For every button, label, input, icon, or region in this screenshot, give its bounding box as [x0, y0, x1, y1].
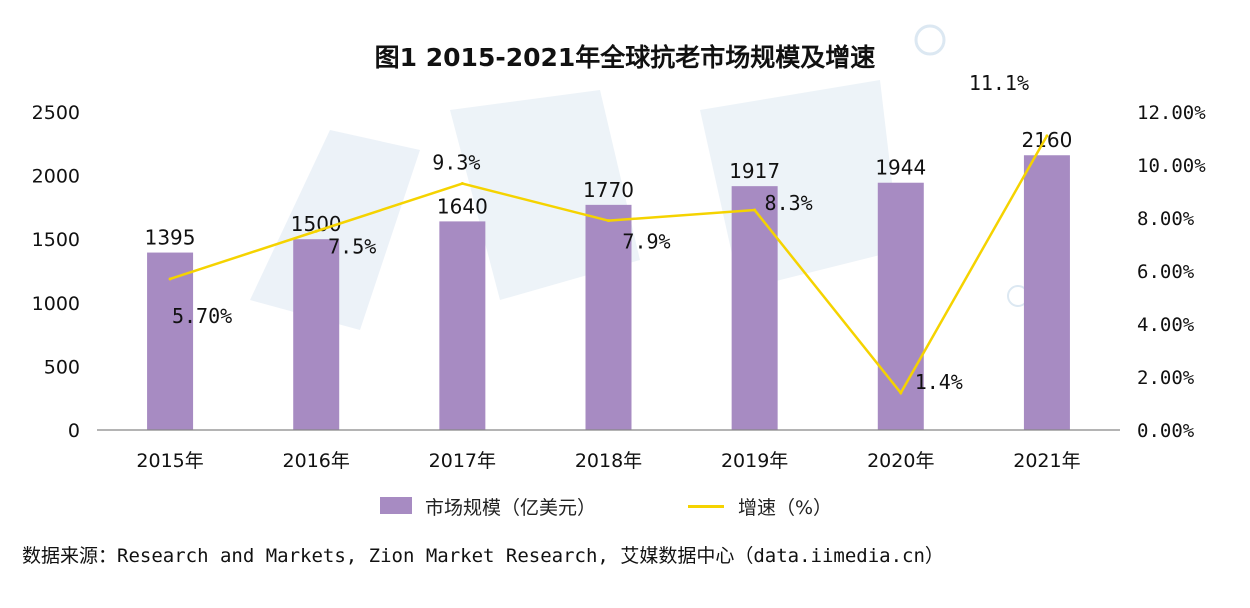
- line-point: [607, 219, 610, 223]
- y-left-tick-label: 0: [68, 420, 80, 442]
- line-point: [753, 208, 757, 212]
- bar-data-label: 1640: [437, 194, 488, 218]
- source-note: 数据来源：Research and Markets, Zion Market R…: [22, 545, 944, 567]
- y-right-tick-label: 12.00%: [1137, 102, 1206, 124]
- x-tick-label: 2016年: [283, 450, 350, 472]
- y-left-tick-label: 2500: [32, 102, 80, 124]
- y-right-tick-label: 8.00%: [1137, 208, 1195, 230]
- bar: [877, 182, 924, 430]
- watermark-registered-mark: [914, 24, 946, 56]
- bar: [1023, 155, 1070, 431]
- bar: [585, 204, 632, 430]
- x-tick-label: 2021年: [1013, 450, 1080, 472]
- watermark-shape: [700, 80, 900, 290]
- line-point: [460, 182, 464, 186]
- y-right-tick-label: 0.00%: [1137, 420, 1195, 442]
- x-tick-label: 2020年: [867, 450, 934, 472]
- bar: [731, 186, 778, 430]
- y-left-tick-label: 1000: [32, 293, 80, 315]
- y-right-tick-label: 2.00%: [1137, 367, 1195, 389]
- bar-data-label: 1944: [875, 156, 926, 180]
- chart-title: 图1 2015-2021年全球抗老市场规模及增速: [374, 43, 876, 72]
- line-point: [314, 229, 318, 233]
- y-left-tick-label: 500: [44, 356, 80, 378]
- line-series: 5.70% 7.5% 9.3% 7.9% 8.3% 1.4% 11.1%: [168, 71, 1049, 396]
- line-data-label: 11.1%: [969, 71, 1029, 95]
- line-data-label: 7.5%: [328, 234, 376, 258]
- legend-line-label: 增速（%）: [738, 497, 833, 519]
- x-tick-label: 2018年: [575, 450, 642, 472]
- x-tick-label: 2017年: [429, 450, 496, 472]
- line-point: [168, 277, 172, 281]
- axes: 2015年 2016年 2017年 2018年 2019年 2020年 2021年 0 500 1…: [32, 102, 1207, 472]
- bar-data-label: 2160: [1021, 128, 1072, 152]
- y-right-tick-label: 6.00%: [1137, 261, 1195, 283]
- y-right-tick-label: 4.00%: [1137, 314, 1195, 336]
- bar-data-label: 1770: [583, 178, 634, 202]
- watermark-shape: [250, 130, 420, 330]
- x-tick-label: 2019年: [721, 450, 788, 472]
- line-data-label: 8.3%: [765, 191, 813, 215]
- line-data-label: 1.4%: [915, 370, 963, 394]
- line-data-label: 7.9%: [622, 230, 670, 254]
- bar-data-label: 1395: [145, 226, 196, 250]
- line-point: [899, 391, 903, 395]
- line-point: [1045, 134, 1049, 138]
- x-tick-label: 2015年: [136, 450, 203, 472]
- legend-line-swatch: [688, 505, 724, 508]
- legend: 市场规模（亿美元） 增速（%）: [0, 493, 1250, 519]
- bar: [147, 252, 194, 430]
- bar: [293, 239, 340, 430]
- legend-bar-swatch: [380, 497, 412, 514]
- line-data-label: 9.3%: [432, 151, 480, 175]
- bar: [439, 221, 486, 430]
- y-left-tick-label: 1500: [32, 229, 80, 251]
- y-right-tick-label: 10.00%: [1137, 155, 1206, 177]
- legend-bar-label: 市场规模（亿美元）: [425, 497, 597, 519]
- line-data-label: 5.70%: [172, 304, 232, 328]
- bar-data-label: 1917: [729, 159, 780, 183]
- y-left-tick-label: 2000: [32, 166, 80, 188]
